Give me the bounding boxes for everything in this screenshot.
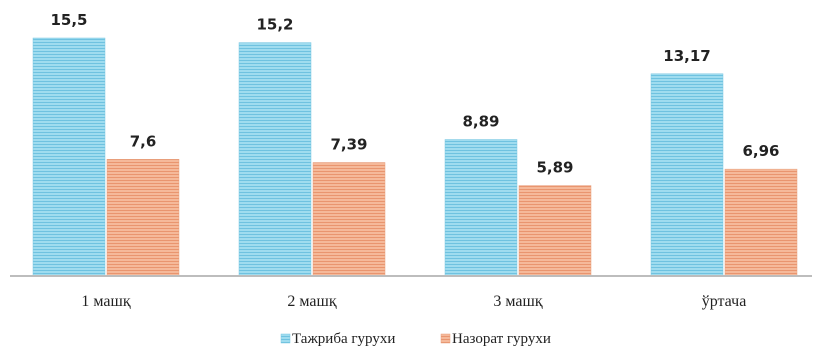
- bar-tajriba-4: [650, 73, 724, 277]
- bar-tajriba-3: [444, 139, 518, 277]
- bars-group: 15,5 7,6 15,2 7,39 8,89 5,89 13,17 6,96: [32, 11, 798, 277]
- legend-swatch-nazorat: [440, 333, 451, 344]
- data-label-tajriba-2: 15,2: [256, 16, 293, 34]
- data-label-nazorat-2: 7,39: [330, 136, 367, 154]
- data-label-tajriba-1: 15,5: [50, 11, 87, 29]
- legend: Тажриба гурухи Назорат гурухи: [280, 331, 551, 347]
- data-label-nazorat-1: 7,6: [130, 132, 157, 150]
- category-label-1: 1 машқ: [81, 293, 130, 310]
- legend-swatch-tajriba: [280, 333, 291, 344]
- bar-nazorat-4: [724, 168, 798, 277]
- category-labels: 1 машқ 2 машқ 3 машқ ўртача: [81, 293, 746, 310]
- bar-nazorat-1: [106, 159, 180, 277]
- data-label-tajriba-3: 8,89: [462, 112, 499, 130]
- bar-tajriba-1: [32, 37, 106, 277]
- bar-nazorat-2: [312, 162, 386, 277]
- data-label-nazorat-3: 5,89: [536, 159, 573, 177]
- legend-label-tajriba: Тажриба гурухи: [292, 331, 395, 347]
- legend-label-nazorat: Назорат гурухи: [452, 331, 551, 347]
- data-label-nazorat-4: 6,96: [742, 142, 779, 160]
- category-label-3: 3 машқ: [493, 293, 542, 310]
- data-label-tajriba-4: 13,17: [663, 47, 710, 65]
- category-label-4: ўртача: [702, 293, 747, 310]
- bar-nazorat-3: [518, 185, 592, 277]
- category-label-2: 2 машқ: [287, 293, 336, 310]
- bar-tajriba-2: [238, 42, 312, 277]
